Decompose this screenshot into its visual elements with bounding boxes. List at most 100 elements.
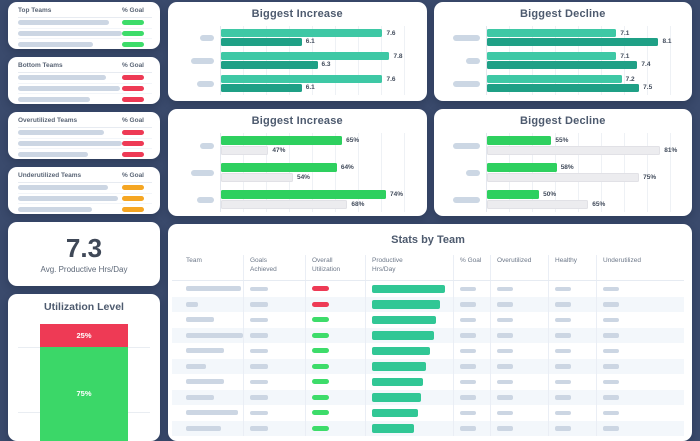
goal-pct-placeholder bbox=[460, 348, 476, 354]
goal-pct-cell bbox=[454, 281, 491, 297]
team-name-placeholder bbox=[18, 140, 122, 146]
team-row[interactable] bbox=[18, 39, 152, 50]
team-row[interactable] bbox=[18, 194, 152, 204]
goal-pill bbox=[122, 96, 144, 102]
left-sidebar: Top Teams% Goal Bottom Teams% Goal Overuti… bbox=[8, 2, 160, 441]
bar-value-label: 68% bbox=[351, 200, 365, 208]
bar-row: 7.5 bbox=[486, 83, 663, 93]
avg-productive-hours-card: 7.3 Avg. Productive Hrs/Day bbox=[8, 222, 160, 286]
category-placeholder bbox=[465, 169, 480, 176]
team-cell bbox=[172, 312, 244, 328]
productive-hrs-bar bbox=[372, 362, 426, 371]
previous-value-bar bbox=[221, 145, 269, 155]
team-row[interactable] bbox=[18, 84, 152, 94]
overutilized-cell bbox=[491, 327, 549, 344]
bar-chart: 7.1 8.1 7.1 7.4 7.2 7.5 bbox=[452, 26, 678, 95]
bar-row: 65% bbox=[221, 136, 397, 146]
utilization-segment-healthy: 75% bbox=[40, 347, 128, 441]
goal-pill bbox=[122, 41, 144, 47]
team-name-placeholder bbox=[186, 348, 224, 354]
current-value-bar bbox=[486, 52, 617, 61]
table-row[interactable] bbox=[172, 389, 684, 406]
bar-row: 74% bbox=[221, 190, 403, 200]
goal-pct-placeholder bbox=[460, 395, 476, 400]
goal-pct-placeholder bbox=[460, 426, 476, 431]
bar-row: 6.3 bbox=[221, 60, 397, 70]
goals-placeholder bbox=[250, 286, 268, 292]
bar-row: 6.1 bbox=[221, 83, 397, 93]
bar-value-label: 7.1 bbox=[620, 29, 630, 37]
overutilized-cell bbox=[491, 374, 549, 390]
chart-card: Biggest Increase 65% 47% 64% 54% 74% 68% bbox=[168, 109, 427, 216]
column-header: Healthy bbox=[549, 255, 597, 281]
goal-pill bbox=[122, 85, 144, 91]
overall-utilization-cell bbox=[306, 405, 366, 421]
team-row[interactable] bbox=[18, 18, 152, 29]
bar-value-label: 50% bbox=[543, 191, 557, 199]
bar-group: 7.8 6.3 bbox=[191, 52, 403, 70]
team-list-card: Top Teams % Goal bbox=[8, 2, 160, 49]
team-row[interactable] bbox=[18, 139, 152, 149]
chart-title: Biggest Increase bbox=[251, 115, 343, 127]
table-row[interactable] bbox=[172, 296, 684, 313]
bar-value-label: 55% bbox=[555, 137, 569, 145]
goals-achieved-cell bbox=[244, 343, 306, 359]
team-row[interactable] bbox=[18, 183, 152, 194]
healthy-placeholder bbox=[555, 410, 571, 416]
table-row[interactable] bbox=[172, 420, 684, 437]
underutilized-cell bbox=[597, 343, 684, 359]
bar-row: 7.6 bbox=[221, 29, 397, 38]
previous-value-bar bbox=[221, 60, 318, 69]
table-row[interactable] bbox=[172, 405, 684, 421]
healthy-placeholder bbox=[555, 317, 571, 323]
team-row[interactable] bbox=[18, 149, 152, 160]
table-row[interactable] bbox=[172, 327, 684, 344]
team-cell bbox=[172, 389, 244, 406]
productive-hrs-cell bbox=[366, 343, 454, 359]
list-card-value-header: % Goal bbox=[121, 117, 144, 124]
list-card-header: Underutilized Teams % Goal bbox=[18, 171, 152, 183]
list-card-title: Top Teams bbox=[18, 7, 52, 14]
goal-pill bbox=[122, 30, 144, 36]
overutilized-placeholder bbox=[497, 317, 513, 323]
stats-table-body bbox=[172, 281, 684, 437]
table-row[interactable] bbox=[172, 281, 684, 297]
overall-utilization-cell bbox=[306, 343, 366, 359]
table-row[interactable] bbox=[172, 343, 684, 359]
team-row[interactable] bbox=[18, 29, 152, 39]
team-row[interactable] bbox=[18, 128, 152, 139]
utilization-status-pill bbox=[312, 425, 329, 431]
team-name-placeholder bbox=[18, 75, 106, 81]
team-name-placeholder bbox=[186, 394, 214, 400]
chart-title: Biggest Decline bbox=[519, 8, 606, 20]
overutilized-cell bbox=[491, 405, 549, 421]
team-row[interactable] bbox=[18, 73, 152, 84]
list-card-title: Overutilized Teams bbox=[18, 117, 78, 124]
table-row[interactable] bbox=[172, 374, 684, 390]
team-name-placeholder bbox=[186, 301, 198, 307]
table-row[interactable] bbox=[172, 358, 684, 375]
team-name-placeholder bbox=[186, 317, 214, 323]
category-placeholder bbox=[465, 57, 480, 64]
overutilized-placeholder bbox=[497, 333, 513, 338]
chart-title: Biggest Increase bbox=[251, 8, 343, 20]
table-row[interactable] bbox=[172, 312, 684, 328]
segment-label: 75% bbox=[76, 389, 92, 398]
underutilized-cell bbox=[597, 421, 684, 437]
current-value-bar bbox=[486, 75, 622, 84]
goal-pill bbox=[122, 20, 144, 26]
productive-hrs-bar bbox=[372, 346, 430, 356]
team-row[interactable] bbox=[18, 94, 152, 105]
goal-pct-placeholder bbox=[460, 317, 476, 323]
segment-label: 25% bbox=[76, 331, 92, 340]
overutilized-placeholder bbox=[497, 395, 513, 400]
column-header: Goals Achieved bbox=[244, 255, 306, 281]
team-list-card: Bottom Teams % Goal bbox=[8, 57, 160, 104]
goals-placeholder bbox=[250, 410, 268, 416]
previous-value-bar bbox=[221, 172, 293, 182]
team-row[interactable] bbox=[18, 204, 152, 215]
productive-hrs-cell bbox=[366, 327, 454, 344]
list-card-title: Bottom Teams bbox=[18, 62, 63, 69]
goal-pct-placeholder bbox=[460, 410, 476, 416]
